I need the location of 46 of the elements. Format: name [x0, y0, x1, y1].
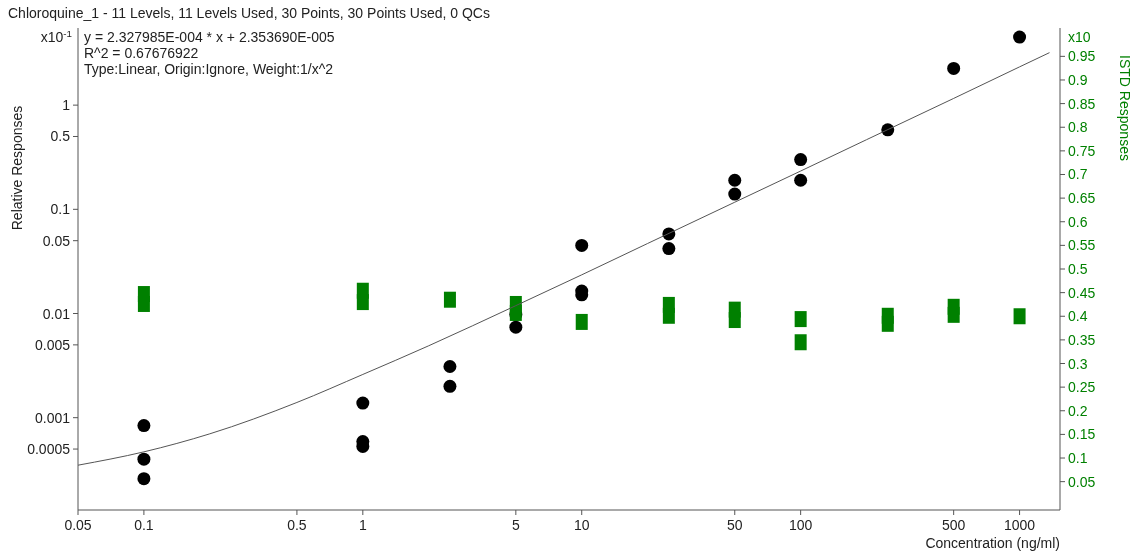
y2-tick-label: 0.75: [1068, 142, 1096, 159]
annotation: y = 2.327985E-004 * x + 2.353690E-005: [84, 29, 335, 45]
x-axis-title: Concentration (ng/ml): [925, 535, 1060, 551]
y2-tick-label: 0.65: [1068, 190, 1096, 207]
y-tick-label: 0.5: [50, 128, 71, 145]
x-tick-label: 0.05: [64, 517, 92, 533]
y2-tick-label: 0.8: [1068, 119, 1088, 136]
y2-tick-label: 0.7: [1068, 166, 1088, 183]
y-tick-label: 0.001: [34, 409, 71, 426]
y2-tick-label: 0.95: [1068, 48, 1096, 65]
y-tick-label: 0.1: [50, 201, 71, 218]
x-tick-label: 100: [788, 517, 813, 533]
y2-tick-label: 0.45: [1068, 284, 1096, 301]
y2-axis-title: ISTD Responses: [1117, 55, 1133, 161]
x-tick-label: 50: [726, 517, 743, 533]
y-tick-label: 0.05: [42, 232, 71, 249]
y2-tick-label: 0.15: [1068, 426, 1096, 443]
text: x10$^{-1}$: [40, 27, 72, 45]
x-tick-label: 0.5: [287, 517, 307, 533]
y-tick-label: 0.005: [34, 336, 71, 353]
y-tick-label: 0.0005: [27, 441, 71, 458]
x-tick-label: 1: [358, 517, 367, 533]
annotation: R^2 = 0.67676922: [84, 45, 199, 61]
chart-title: Chloroquine_1 - 11 Levels, 11 Levels Used, 30 Points, 30 Points Used, 0 QCs: [8, 5, 490, 21]
x-tick-label: 1000: [1003, 517, 1036, 533]
annotation: Type:Linear, Origin:Ignore, Weight:1/x^2: [84, 61, 334, 77]
x-tick-label: 10: [573, 517, 590, 533]
y-tick-label: 1: [62, 97, 71, 114]
y2-tick-label: 0.9: [1068, 71, 1088, 88]
y-axis-title: Relative Responses: [9, 105, 25, 231]
x-tick-label: 500: [941, 517, 966, 533]
y2-tick-label: 0.6: [1068, 213, 1088, 230]
text: x10: [1068, 29, 1091, 45]
y2-tick-label: 0.35: [1068, 331, 1096, 348]
y2-tick-label: 0.85: [1068, 95, 1096, 112]
y-tick-label: 0.01: [42, 305, 71, 322]
x-tick-label: 5: [511, 517, 520, 533]
y2-tick-label: 0.55: [1068, 237, 1096, 254]
y2-tick-label: 0.1: [1068, 450, 1088, 467]
y2-tick-label: 0.25: [1068, 379, 1096, 396]
y2-tick-label: 0.3: [1068, 355, 1088, 372]
y2-tick-label: 0.4: [1068, 308, 1088, 325]
y2-tick-label: 0.5: [1068, 261, 1088, 277]
x-tick-label: 0.1: [134, 517, 154, 533]
y2-tick-label: 0.2: [1068, 402, 1088, 419]
y2-tick-label: 0.05: [1068, 473, 1096, 490]
